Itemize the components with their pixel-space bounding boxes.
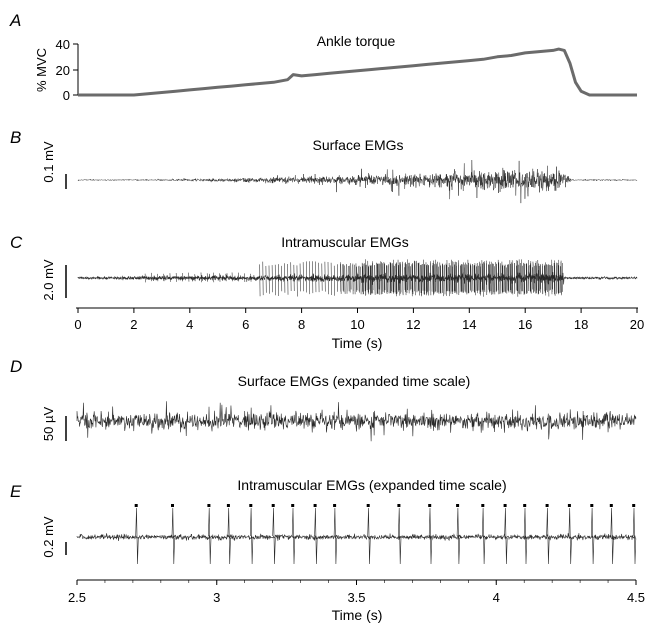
- spike-marker: [313, 504, 317, 507]
- panel-c-xtick-label: 16: [518, 317, 532, 332]
- panel-c-xtick-label: 14: [462, 317, 476, 332]
- spike-marker: [134, 504, 138, 507]
- spike-marker: [397, 504, 401, 507]
- spike-marker: [226, 504, 230, 507]
- spike-marker: [333, 504, 337, 507]
- panel-a-title: Ankle torque: [317, 33, 396, 49]
- panel-d-title: Surface EMGs (expanded time scale): [238, 373, 471, 389]
- intramuscular-emg-trace: [77, 259, 638, 297]
- spike-marker: [428, 504, 432, 507]
- spike-marker: [249, 504, 253, 507]
- panel-a-ytick-label-40: 40: [56, 37, 70, 52]
- panel-c-xtick-label: 12: [406, 317, 420, 332]
- panel-c-label: C: [10, 233, 23, 252]
- panel-b-title: Surface EMGs: [312, 137, 403, 153]
- panel-c-title: Intramuscular EMGs: [281, 234, 409, 250]
- panel-a: A Ankle torque % MVC 0 20 40: [9, 11, 637, 103]
- panel-e-xtick-label: 3: [213, 590, 220, 605]
- spike-marker: [567, 504, 571, 507]
- spike-marker: [456, 504, 460, 507]
- spike-marker: [481, 504, 485, 507]
- panel-e-xtick-label: 3.5: [347, 590, 365, 605]
- panel-e-x-ticks: 2.5 3 3.5 4 4.5: [68, 580, 645, 605]
- panel-e-xtick-label: 4: [493, 590, 500, 605]
- spike-marker: [545, 504, 549, 507]
- intramuscular-emg-expanded-trace: [76, 507, 637, 565]
- panel-c-x-ticks: 0 2 4 6 8 10 12 14 16 18 20: [74, 308, 644, 332]
- panel-a-label: A: [9, 11, 21, 30]
- panel-d: D Surface EMGs (expanded time scale) 50 …: [10, 357, 637, 442]
- spike-marker: [366, 504, 370, 507]
- panel-a-ytick-label-0: 0: [63, 88, 70, 103]
- panel-d-label: D: [10, 357, 22, 376]
- panel-c-xlabel: Time (s): [332, 335, 383, 351]
- spike-marker: [590, 504, 594, 507]
- spike-marker: [291, 504, 295, 507]
- panel-e: E Intramuscular EMGs (expanded time scal…: [10, 477, 645, 623]
- panel-b-label: B: [10, 128, 21, 147]
- panel-a-ytick-label-20: 20: [56, 63, 70, 78]
- surface-emg-expanded-trace: [76, 401, 637, 442]
- spike-marker: [271, 504, 275, 507]
- panel-c-xtick-label: 20: [630, 317, 644, 332]
- spike-markers: [134, 504, 636, 507]
- panel-a-ylabel: % MVC: [34, 48, 49, 92]
- spike-marker: [632, 504, 636, 507]
- spike-marker: [171, 504, 174, 507]
- panel-c-xtick-label: 6: [242, 317, 249, 332]
- panel-c-xtick-label: 2: [130, 317, 137, 332]
- panel-c-xtick-label: 4: [186, 317, 193, 332]
- panel-c-xtick-label: 8: [298, 317, 305, 332]
- panel-e-xtick-label: 2.5: [68, 590, 86, 605]
- panel-e-xtick-label: 4.5: [627, 590, 645, 605]
- panel-e-scalebar-label: 0.2 mV: [41, 516, 56, 558]
- panel-c-scalebar-label: 2.0 mV: [41, 259, 56, 301]
- panel-c-xtick-label: 18: [574, 317, 588, 332]
- spike-marker: [207, 504, 211, 507]
- panel-d-scalebar-label: 50 µV: [41, 407, 56, 442]
- panel-b: B Surface EMGs 0.1 mV: [10, 128, 638, 204]
- panel-e-label: E: [10, 482, 22, 501]
- spike-marker: [523, 504, 527, 507]
- spike-marker: [503, 504, 507, 507]
- panel-c: C Intramuscular EMGs 2.0 mV 0 2 4 6 8 10 12 14 1…: [10, 233, 644, 351]
- torque-series-line: [78, 47, 637, 97]
- panel-e-title: Intramuscular EMGs (expanded time scale): [237, 477, 506, 493]
- panel-c-xtick-label: 0: [74, 317, 81, 332]
- spike-marker: [609, 504, 613, 507]
- panel-b-scalebar-label: 0.1 mV: [41, 141, 56, 183]
- surface-emg-trace: [77, 159, 638, 204]
- panel-e-xlabel: Time (s): [332, 607, 383, 623]
- panel-c-xtick-label: 10: [350, 317, 364, 332]
